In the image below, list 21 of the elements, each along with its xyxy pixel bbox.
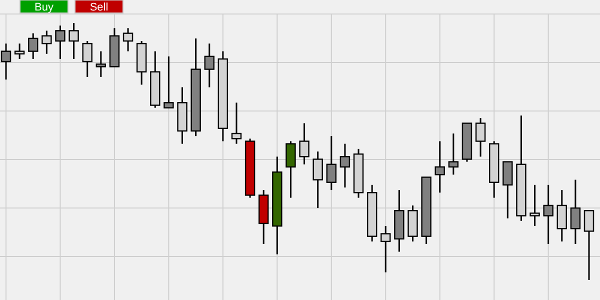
candlestick — [0, 42, 12, 80]
candlestick — [42, 30, 52, 55]
candlestick — [448, 132, 459, 176]
candlestick — [570, 179, 581, 245]
candlestick — [475, 117, 486, 158]
candlestick — [96, 50, 106, 78]
candlestick — [326, 135, 336, 191]
candlestick — [122, 27, 134, 52]
candlestick — [543, 184, 554, 245]
candlestick — [204, 42, 214, 88]
candlestick — [68, 22, 79, 60]
candlestick — [434, 140, 445, 194]
candlestick — [286, 140, 296, 199]
button: Buy — [20, 0, 68, 14]
candlestick — [340, 143, 350, 188]
candlestick — [14, 42, 25, 60]
candlestick — [55, 24, 66, 60]
candlestick — [28, 32, 38, 60]
candlestick — [164, 56, 174, 109]
candlestick — [502, 161, 513, 220]
button: Sell — [74, 0, 124, 14]
